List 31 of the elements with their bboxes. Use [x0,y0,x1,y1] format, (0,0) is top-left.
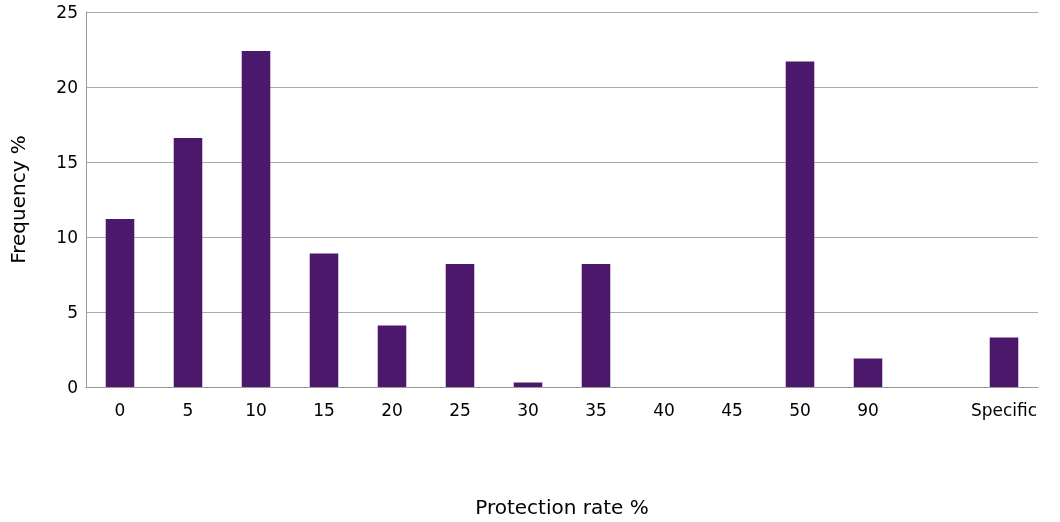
y-tick-label: 10 [56,227,78,247]
y-tick-label: 20 [56,77,78,97]
x-tick-label: 45 [721,399,743,420]
y-tick-label: 15 [56,152,78,172]
y-tick-label: 5 [67,302,78,322]
x-tick-label: 5 [182,399,194,420]
bar [105,219,135,387]
bar [377,325,407,387]
x-tick-label: 25 [449,399,471,420]
x-tick-label: 90 [857,399,879,420]
y-tick-label: 25 [56,2,78,22]
x-tick-label: 0 [114,399,126,420]
x-tick-label: 40 [653,399,675,420]
x-tick-label: Specific [970,399,1038,420]
x-tick-label: 15 [313,399,335,420]
x-tick-label: 35 [585,399,607,420]
bar [241,51,271,387]
bar [309,253,339,387]
bar [173,138,203,387]
x-tick-label: 30 [517,399,539,420]
bar [785,61,815,387]
x-tick-label: 50 [789,399,811,420]
bar [581,264,611,387]
x-tick-label: 20 [381,399,403,420]
y-axis-title: Frequency % [6,135,30,264]
bar [445,264,475,387]
x-tick-label: 10 [245,399,267,420]
bar [989,337,1019,387]
y-tick-label: 0 [67,377,78,397]
x-axis-title: Protection rate % [475,495,649,519]
bar [853,358,883,387]
